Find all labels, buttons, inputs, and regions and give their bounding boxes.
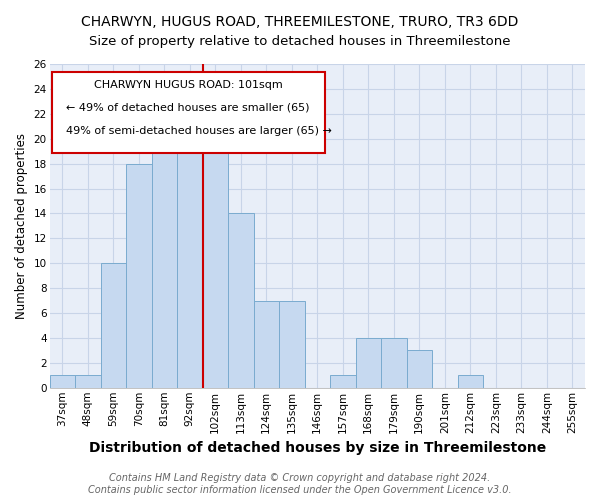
Bar <box>381 338 407 388</box>
Text: CHARWYN HUGUS ROAD: 101sqm: CHARWYN HUGUS ROAD: 101sqm <box>94 80 283 90</box>
FancyBboxPatch shape <box>52 72 325 153</box>
Text: CHARWYN, HUGUS ROAD, THREEMILESTONE, TRURO, TR3 6DD: CHARWYN, HUGUS ROAD, THREEMILESTONE, TRU… <box>82 15 518 29</box>
Bar <box>203 126 228 388</box>
Bar <box>458 376 483 388</box>
Text: 49% of semi-detached houses are larger (65) →: 49% of semi-detached houses are larger (… <box>65 126 332 136</box>
Bar <box>75 376 101 388</box>
Y-axis label: Number of detached properties: Number of detached properties <box>15 133 28 319</box>
Bar <box>228 214 254 388</box>
Bar <box>101 263 126 388</box>
Bar <box>254 300 279 388</box>
Bar <box>330 376 356 388</box>
Text: Size of property relative to detached houses in Threemilestone: Size of property relative to detached ho… <box>89 35 511 48</box>
Bar <box>356 338 381 388</box>
Bar <box>152 138 177 388</box>
Bar <box>126 164 152 388</box>
Text: Contains HM Land Registry data © Crown copyright and database right 2024.
Contai: Contains HM Land Registry data © Crown c… <box>88 474 512 495</box>
X-axis label: Distribution of detached houses by size in Threemilestone: Distribution of detached houses by size … <box>89 441 546 455</box>
Bar <box>407 350 432 388</box>
Text: ← 49% of detached houses are smaller (65): ← 49% of detached houses are smaller (65… <box>65 103 309 113</box>
Bar <box>279 300 305 388</box>
Bar <box>50 376 75 388</box>
Bar <box>177 138 203 388</box>
